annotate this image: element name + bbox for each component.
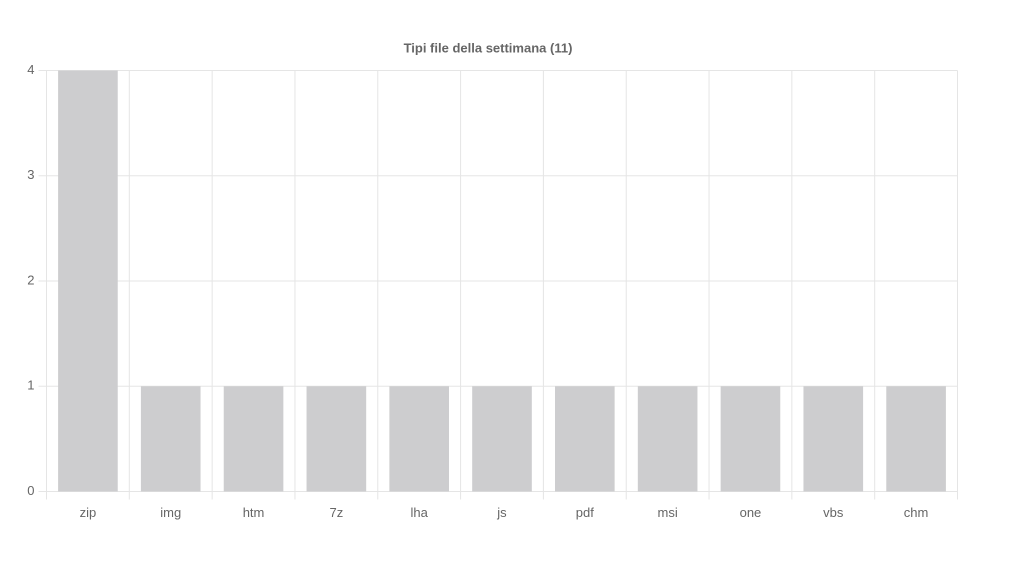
bar xyxy=(472,386,532,492)
x-tick-label: pdf xyxy=(576,505,594,520)
x-tick-label: msi xyxy=(658,505,678,520)
y-tick-label: 2 xyxy=(27,272,34,287)
bar xyxy=(58,70,118,492)
x-tick-label: one xyxy=(740,505,762,520)
bar xyxy=(555,386,615,492)
x-tick-label: lha xyxy=(411,505,429,520)
bar xyxy=(886,386,946,492)
y-tick-label: 1 xyxy=(27,378,34,393)
bar xyxy=(140,386,201,492)
bar xyxy=(306,386,367,492)
x-tick-label: htm xyxy=(243,505,265,520)
x-tick-label: zip xyxy=(80,505,97,520)
x-tick-label: chm xyxy=(904,505,929,520)
bar xyxy=(637,386,698,492)
x-tick-label: img xyxy=(160,505,181,520)
bar xyxy=(223,386,284,492)
y-tick-label: 4 xyxy=(27,62,34,77)
x-tick-label: js xyxy=(496,505,507,520)
bar xyxy=(389,386,449,492)
bar xyxy=(803,386,864,492)
y-tick-label: 0 xyxy=(27,483,34,498)
x-tick-label: 7z xyxy=(329,505,343,520)
bar xyxy=(720,386,781,492)
y-tick-label: 3 xyxy=(27,167,34,182)
x-tick-label: vbs xyxy=(823,505,844,520)
chart-title: Tipi file della settimana (11) xyxy=(404,40,573,55)
